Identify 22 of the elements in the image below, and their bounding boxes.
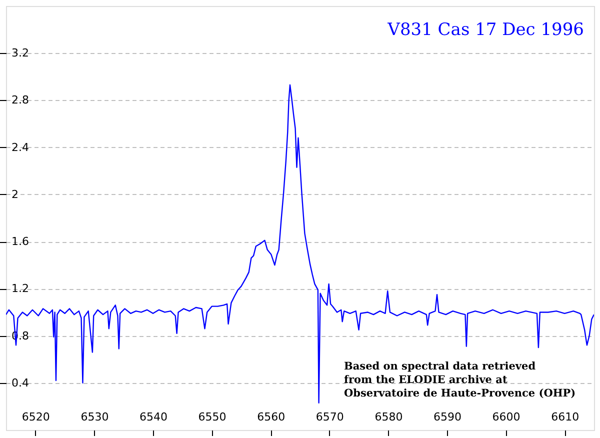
y-tick-label: 1.2 [12,282,29,296]
annotation: Observatoire de Haute-Provence (OHP) [344,387,576,400]
x-tick-label: 6560 [257,410,286,424]
text: V831 Cas 17 Dec 1996 [386,20,584,40]
annotation: from the ELODIE archive at [344,374,508,386]
x-tick-label: 6530 [80,410,109,424]
x-tick-label: 6550 [198,410,226,424]
x-tick-label: 6610 [551,410,580,424]
y-tick-label: 0.4 [12,376,29,390]
y-tick-label: 2 [12,188,18,201]
y-tick-label: 2.4 [12,140,29,154]
x-tick-label: 6540 [140,410,168,424]
y-tick-label: 1.6 [12,235,29,248]
annotation: Based on spectral data retrieved [344,360,536,373]
y-tick-label: 2.8 [12,94,29,107]
y-tick-label: 3.2 [12,46,29,60]
x-tick-label: 6590 [434,410,462,424]
x-tick-label: 6570 [316,410,344,424]
x-tick-label: 6600 [492,410,520,424]
x-tick-label: 6520 [22,410,50,424]
line-series [6,84,594,404]
x-tick-label: 6580 [374,410,403,424]
